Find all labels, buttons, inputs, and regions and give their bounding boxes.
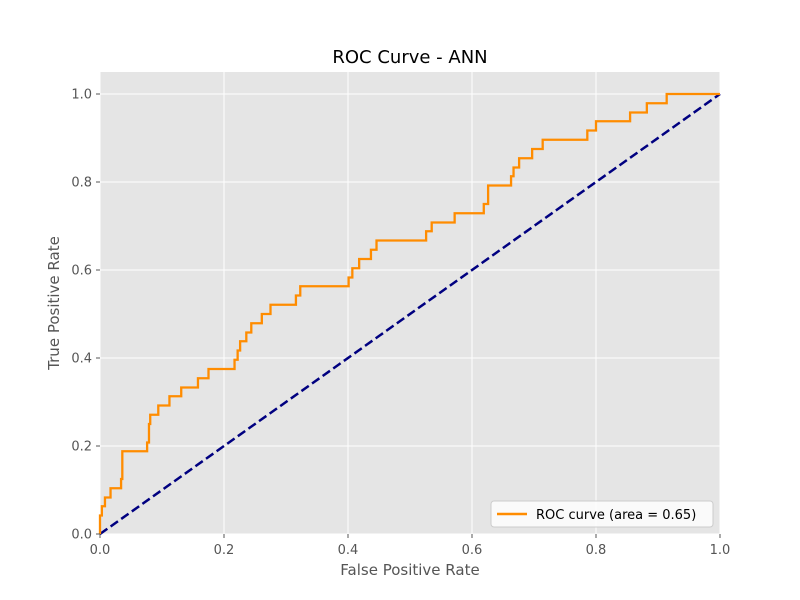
x-tick-label: 0.4 — [338, 543, 359, 558]
y-tick-label: 0.6 — [71, 264, 92, 279]
x-gridlines — [99, 72, 721, 534]
y-tick-label: 0.4 — [71, 352, 92, 367]
plot-background — [100, 72, 720, 534]
x-tick-label: 0.8 — [586, 543, 607, 558]
y-axis-label: True Positive Rate — [45, 236, 63, 371]
legend-box — [490, 500, 714, 528]
diagonal-reference-line — [99, 92, 721, 536]
x-tick-label: 0.0 — [90, 543, 111, 558]
x-tick-label: 0.2 — [214, 543, 235, 558]
y-tick-labels: 0.0 0.2 0.4 0.6 0.8 1.0 — [71, 88, 100, 543]
x-axis-label: False Positive Rate — [340, 561, 479, 579]
y-gridlines — [100, 93, 720, 535]
roc-curve-line — [98, 92, 720, 534]
y-tick-label: 0.2 — [71, 440, 92, 455]
series-layer — [98, 92, 721, 536]
y-tick-label: 0.8 — [71, 176, 92, 191]
x-tick-label: 1.0 — [710, 543, 731, 558]
chart-title: ROC Curve - ANN — [332, 47, 487, 68]
y-tick-label: 0.0 — [71, 528, 92, 543]
y-tick-label: 1.0 — [71, 88, 92, 103]
x-tick-label: 0.6 — [462, 543, 483, 558]
x-tick-labels: 0.0 0.2 0.4 0.6 0.8 1.0 — [90, 534, 731, 558]
legend: ROC curve (area = 0.65) — [490, 500, 714, 528]
legend-label-roc: ROC curve (area = 0.65) — [536, 508, 696, 523]
